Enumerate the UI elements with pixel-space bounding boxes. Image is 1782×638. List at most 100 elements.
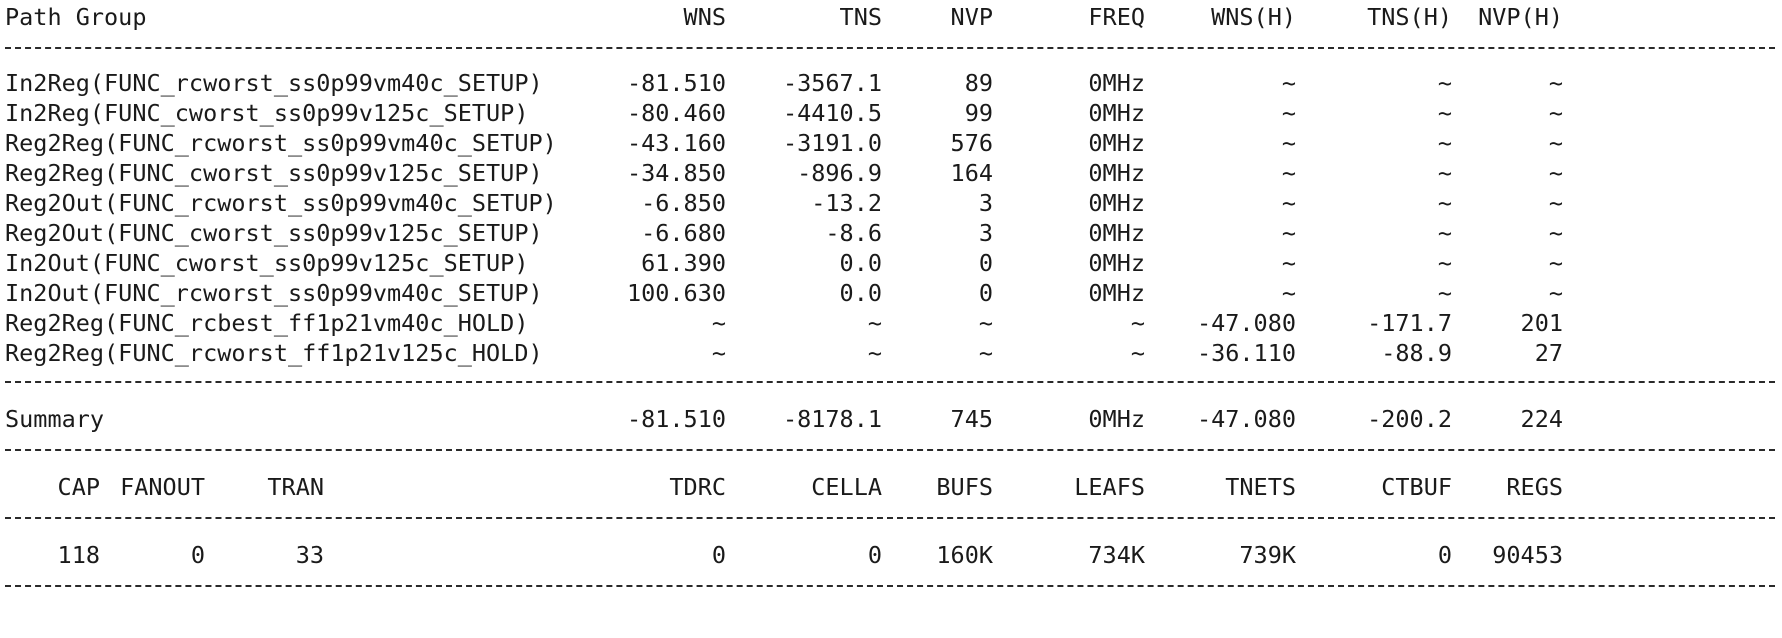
cell-path-group: Reg2Reg(FUNC_rcworst_ff1p21v125c_HOLD) — [5, 339, 543, 367]
stats-ctbuf: 0 — [1437, 541, 1452, 569]
path-group-rows: In2Reg(FUNC_rcworst_ss0p99vm40c_SETUP) -8… — [5, 68, 1777, 368]
timing-report: Path Group WNS TNS NVP FREQ WNS(H) TNS(H… — [5, 0, 1777, 606]
divider — [5, 436, 1777, 470]
cell-tns-h: ~ — [1437, 129, 1452, 157]
cell-freq: 0MHz — [1088, 129, 1145, 157]
cell-wns-h: ~ — [1281, 159, 1296, 187]
header-nvp: NVP — [950, 3, 993, 31]
cell-wns-h: ~ — [1281, 99, 1296, 127]
stats-header-tdrc: TDRC — [669, 473, 726, 501]
stats-header-bufs: BUFS — [936, 473, 993, 501]
table-row: In2Reg(FUNC_cworst_ss0p99v125c_SETUP) -80… — [5, 98, 1777, 128]
cell-freq: 0MHz — [1088, 69, 1145, 97]
divider — [5, 572, 1777, 606]
cell-nvp: 0 — [978, 279, 993, 307]
header-wns-h: WNS(H) — [1211, 3, 1296, 31]
cell-freq: 0MHz — [1088, 219, 1145, 247]
stats-tran: 33 — [295, 541, 324, 569]
stats-row: 118 0 33 0 0 160K 734K 739K 0 90453 — [5, 538, 1777, 572]
cell-path-group: Reg2Out(FUNC_rcworst_ss0p99vm40c_SETUP) — [5, 189, 557, 217]
table-row: Reg2Out(FUNC_cworst_ss0p99v125c_SETUP) -6… — [5, 218, 1777, 248]
table-row: Reg2Reg(FUNC_rcworst_ff1p21v125c_HOLD) ~ ~… — [5, 338, 1777, 368]
stats-header-tran: TRAN — [267, 473, 324, 501]
cell-path-group: Reg2Reg(FUNC_rcworst_ss0p99vm40c_SETUP) — [5, 129, 557, 157]
summary-label: Summary — [5, 405, 105, 433]
cell-wns: -34.850 — [626, 159, 726, 187]
cell-tns-h: -88.9 — [1381, 339, 1452, 367]
stats-header-cella: CELLA — [811, 473, 882, 501]
cell-path-group: Reg2Reg(FUNC_cworst_ss0p99v125c_SETUP) — [5, 159, 543, 187]
stats-fanout: 0 — [190, 541, 205, 569]
dashed-line — [5, 585, 1775, 587]
cell-tns-h: ~ — [1437, 279, 1452, 307]
cell-nvp: ~ — [978, 309, 993, 337]
cell-wns: 100.630 — [626, 279, 726, 307]
table-row: Reg2Out(FUNC_rcworst_ss0p99vm40c_SETUP) -… — [5, 188, 1777, 218]
cell-freq: 0MHz — [1088, 189, 1145, 217]
cell-nvp-h: ~ — [1548, 159, 1563, 187]
header-nvp-h: NVP(H) — [1478, 3, 1563, 31]
cell-wns: ~ — [711, 309, 726, 337]
cell-tns-h: -171.7 — [1367, 309, 1452, 337]
stats-header-ctbuf: CTBUF — [1381, 473, 1452, 501]
stats-regs: 90453 — [1492, 541, 1563, 569]
cell-wns-h: ~ — [1281, 279, 1296, 307]
cell-tns-h: ~ — [1437, 99, 1452, 127]
cell-wns-h: -36.110 — [1196, 339, 1296, 367]
divider — [5, 368, 1777, 402]
cell-freq: ~ — [1130, 309, 1145, 337]
cell-freq: 0MHz — [1088, 249, 1145, 277]
cell-wns-h: ~ — [1281, 69, 1296, 97]
cell-tns-h: ~ — [1437, 219, 1452, 247]
cell-nvp-h: ~ — [1548, 279, 1563, 307]
cell-wns: ~ — [711, 339, 726, 367]
cell-wns-h: ~ — [1281, 249, 1296, 277]
summary-wns: -81.510 — [626, 405, 726, 433]
stats-header-tnets: TNETS — [1225, 473, 1296, 501]
summary-tns-h: -200.2 — [1367, 405, 1452, 433]
cell-wns-h: ~ — [1281, 189, 1296, 217]
divider — [5, 504, 1777, 538]
cell-nvp-h: 201 — [1520, 309, 1563, 337]
cell-wns-h: ~ — [1281, 219, 1296, 247]
summary-freq: 0MHz — [1088, 405, 1145, 433]
cell-freq: 0MHz — [1088, 159, 1145, 187]
cell-nvp: 3 — [978, 219, 993, 247]
cell-tns: -13.2 — [811, 189, 882, 217]
stats-cella: 0 — [867, 541, 882, 569]
dashed-line — [5, 517, 1775, 519]
cell-nvp: 576 — [950, 129, 993, 157]
cell-wns: -81.510 — [626, 69, 726, 97]
table-header: Path Group WNS TNS NVP FREQ WNS(H) TNS(H… — [5, 0, 1777, 34]
cell-path-group: In2Out(FUNC_cworst_ss0p99v125c_SETUP) — [5, 249, 529, 277]
header-freq: FREQ — [1088, 3, 1145, 31]
cell-tns-h: ~ — [1437, 249, 1452, 277]
header-path-group: Path Group — [5, 3, 147, 31]
summary-nvp: 745 — [950, 405, 993, 433]
cell-tns: ~ — [867, 339, 882, 367]
cell-tns: -4410.5 — [782, 99, 882, 127]
cell-freq: 0MHz — [1088, 99, 1145, 127]
cell-nvp-h: ~ — [1548, 69, 1563, 97]
stats-header-cap: CAP — [57, 473, 100, 501]
header-tns-h: TNS(H) — [1367, 3, 1452, 31]
cell-freq: 0MHz — [1088, 279, 1145, 307]
summary-tns: -8178.1 — [782, 405, 882, 433]
cell-freq: ~ — [1130, 339, 1145, 367]
cell-nvp: 3 — [978, 189, 993, 217]
cell-nvp-h: ~ — [1548, 219, 1563, 247]
stats-header-regs: REGS — [1506, 473, 1563, 501]
cell-path-group: In2Out(FUNC_rcworst_ss0p99vm40c_SETUP) — [5, 279, 543, 307]
dashed-line — [5, 381, 1775, 383]
dashed-line — [5, 47, 1775, 49]
cell-nvp-h: ~ — [1548, 189, 1563, 217]
cell-tns-h: ~ — [1437, 189, 1452, 217]
summary-wns-h: -47.080 — [1196, 405, 1296, 433]
cell-wns: -6.680 — [641, 219, 726, 247]
table-row: In2Out(FUNC_cworst_ss0p99v125c_SETUP) 61.… — [5, 248, 1777, 278]
stats-tdrc: 0 — [711, 541, 726, 569]
cell-nvp: 164 — [950, 159, 993, 187]
divider — [5, 34, 1777, 68]
table-row: Reg2Reg(FUNC_rcbest_ff1p21vm40c_HOLD) ~ ~ ~… — [5, 308, 1777, 338]
cell-tns: -3567.1 — [782, 69, 882, 97]
